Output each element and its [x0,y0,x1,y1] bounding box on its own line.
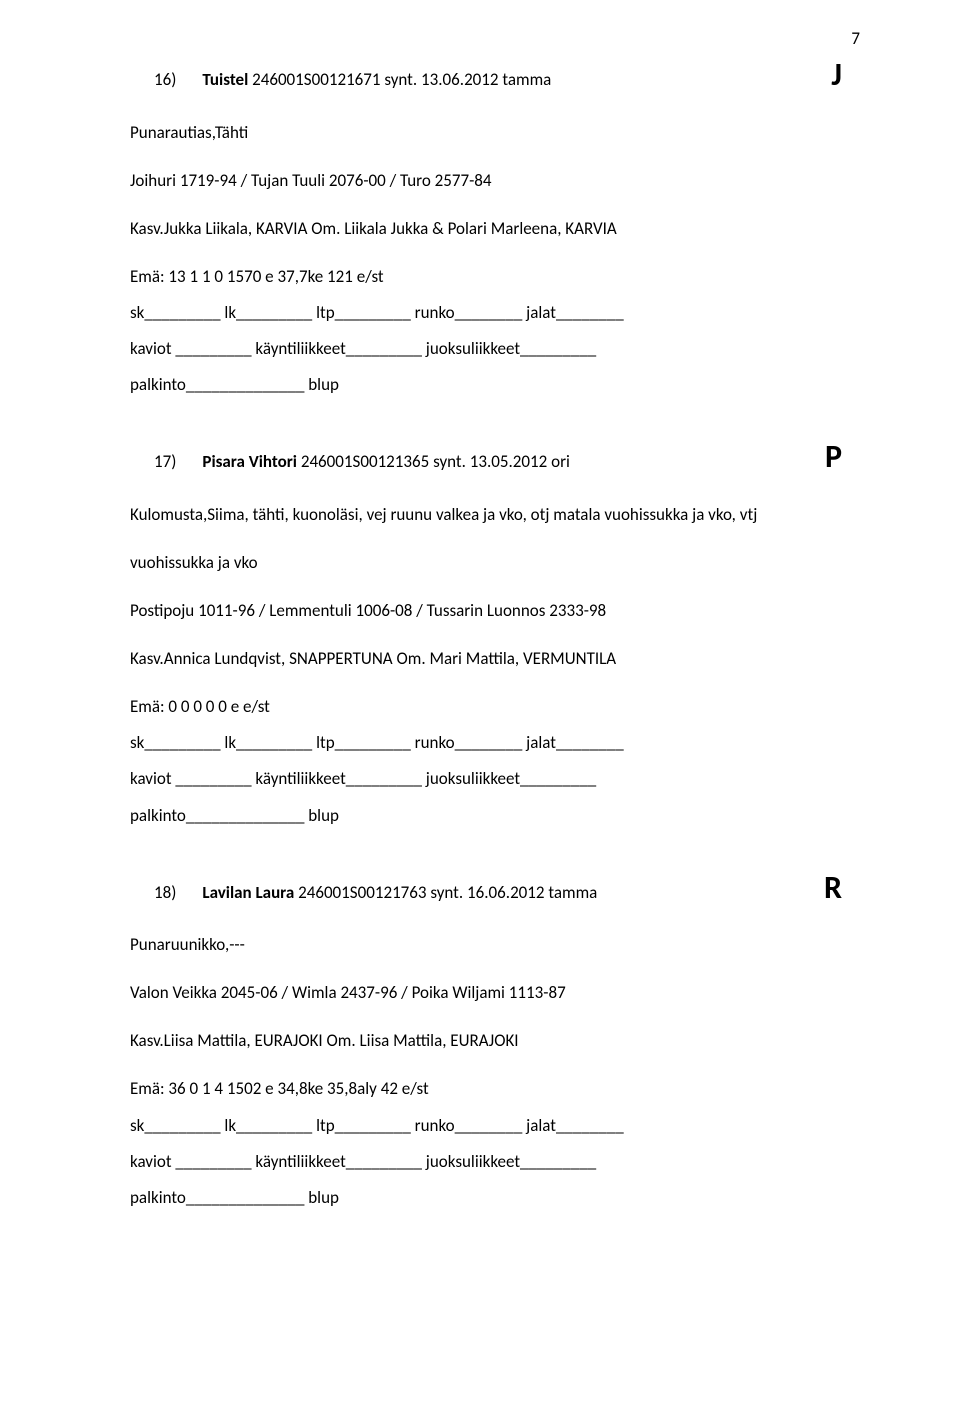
entry-number: 18) [154,882,176,904]
entry-desc: Punaruunikko,--- [130,934,850,956]
entry-title: Pisara Vihtori [202,451,297,472]
entry-title-line: Pisara Vihtori 246001S00121365 synt. 13.… [202,451,570,473]
entry-dam: Emä: 36 0 1 4 1502 e 34,8ke 35,8aly 42 e… [130,1078,850,1100]
entry-header: 17) Pisara Vihtori 246001S00121365 synt.… [130,436,850,478]
entry-header: 16) Tuistel 246001S00121671 synt. 13.06.… [130,54,850,96]
document-page: 7 16) Tuistel 246001S00121671 synt. 13.0… [0,0,960,1425]
side-letter: J [831,54,850,96]
side-letter: P [825,436,850,478]
side-letter: R [824,867,850,909]
entry-title: Lavilan Laura [202,882,294,903]
entry-number: 16) [154,69,176,91]
form-line-2: kaviot _________ käyntiliikkeet_________… [130,1151,850,1173]
form-line-2: kaviot _________ käyntiliikkeet_________… [130,338,850,360]
entry-reg-text2: 246001S00121763 synt. 16.06.2012 tamma [298,882,597,903]
form-line-3: palkinto______________ blup [130,805,850,827]
form-line-1: sk_________ lk_________ ltp_________ run… [130,732,850,754]
entry-owner: Kasv.Jukka Liikala, KARVIA Om. Liikala J… [130,218,850,240]
form-line-1: sk_________ lk_________ ltp_________ run… [130,1115,850,1137]
entry-pedigree: Joihuri 1719-94 / Tujan Tuuli 2076-00 / … [130,170,850,192]
form-line-1: sk_________ lk_________ ltp_________ run… [130,302,850,324]
entry-desc2: vuohissukka ja vko [130,552,850,574]
form-line-3: palkinto______________ blup [130,374,850,396]
page-number: 7 [851,28,860,50]
entry-reg-text: 246001S00121671 synt. 13.06.2012 tamma [252,69,551,90]
entry-desc: Kulomusta,Siima, tähti, kuonoläsi, vej r… [130,504,850,526]
entry-title: Tuistel [202,69,248,90]
entry-reg-text2: 246001S00121365 synt. 13.05.2012 ori [301,451,570,472]
entry-pedigree: Postipoju 1011-96 / Lemmentuli 1006-08 /… [130,600,850,622]
entry-owner: Kasv.Annica Lundqvist, SNAPPERTUNA Om. M… [130,648,850,670]
form-line-2: kaviot _________ käyntiliikkeet_________… [130,768,850,790]
entry-header: 18) Lavilan Laura 246001S00121763 synt. … [130,867,850,909]
entry-title-line: Lavilan Laura 246001S00121763 synt. 16.0… [202,882,597,904]
entry-dam: Emä: 0 0 0 0 0 e e/st [130,696,850,718]
entry-desc: Punarautias,Tähti [130,122,850,144]
entry-title-line: Tuistel 246001S00121671 synt. 13.06.2012… [202,69,551,91]
entry-dam: Emä: 13 1 1 0 1570 e 37,7ke 121 e/st [130,266,850,288]
form-line-3: palkinto______________ blup [130,1187,850,1209]
entry-owner: Kasv.Liisa Mattila, EURAJOKI Om. Liisa M… [130,1030,850,1052]
entry-pedigree: Valon Veikka 2045-06 / Wimla 2437-96 / P… [130,982,850,1004]
entry-number: 17) [154,451,176,473]
